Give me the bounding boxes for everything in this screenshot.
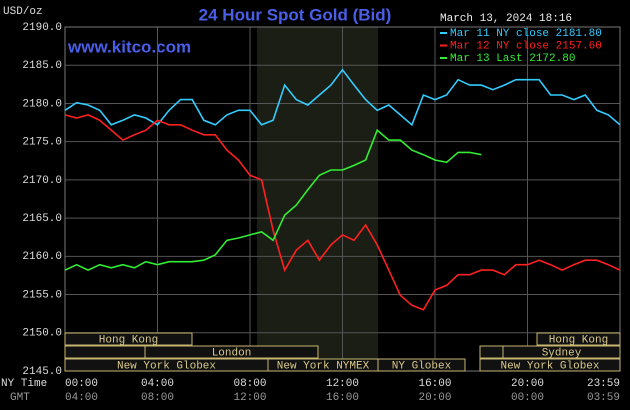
x2-tick-label: 12:00 — [233, 392, 266, 404]
session-label: Sydney — [542, 347, 582, 359]
y-tick-label: 2165.0 — [22, 213, 62, 225]
y-tick-label: 2145.0 — [22, 366, 62, 378]
x-tick-label: 00:00 — [65, 378, 98, 390]
session-bar — [536, 332, 621, 346]
session-label: Hong Kong — [99, 334, 158, 346]
legend-label: Mar 12 NY close 2157.60 — [450, 40, 602, 52]
y-tick-label: 2175.0 — [22, 137, 62, 149]
x2-axis-label: GMT — [10, 392, 30, 404]
y-tick-label: 2190.0 — [22, 22, 62, 34]
session-label: New York Globex — [500, 360, 599, 372]
session-bar — [64, 332, 193, 346]
x-tick-label: 23:59 — [587, 378, 620, 390]
nymex-shade — [257, 27, 378, 371]
y-tick-label: 2155.0 — [22, 289, 62, 301]
x2-tick-label: 20:00 — [418, 392, 451, 404]
session-bar — [144, 345, 319, 359]
timestamp: March 13, 2024 18:16 — [440, 13, 572, 25]
session-bar — [377, 358, 466, 372]
legend-label: Mar 11 NY close 2181.80 — [450, 28, 602, 40]
y-tick-label: 2185.0 — [22, 60, 62, 72]
series-line — [64, 68, 621, 127]
session-bar — [479, 358, 621, 372]
x-tick-label: 16:00 — [418, 378, 451, 390]
session-label: New York Globex — [117, 360, 216, 372]
unit-label: USD/oz — [3, 6, 43, 18]
session-bar — [479, 345, 504, 359]
y-tick-label: 2150.0 — [22, 328, 62, 340]
session-bar — [502, 345, 621, 359]
legend-label: Mar 13 Last 2172.80 — [450, 53, 575, 65]
x-axis-label: NY Time — [1, 378, 47, 390]
series-line — [64, 128, 482, 271]
x2-tick-label: 03:59 — [587, 392, 620, 404]
x2-tick-label: 00:00 — [511, 392, 544, 404]
session-label: London — [212, 347, 252, 359]
watermark: www.kitco.com — [67, 37, 191, 56]
session-label: New York NYMEX — [277, 360, 370, 372]
x2-tick-label: 04:00 — [65, 392, 98, 404]
session-bar — [64, 345, 146, 359]
x-tick-label: 12:00 — [326, 378, 359, 390]
x2-tick-label: 08:00 — [141, 392, 174, 404]
chart-title: 24 Hour Spot Gold (Bid) — [199, 5, 392, 24]
session-label: Hong Kong — [549, 334, 608, 346]
x-tick-label: 20:00 — [511, 378, 544, 390]
session-label: NY Globex — [392, 360, 452, 372]
x-tick-label: 04:00 — [141, 378, 174, 390]
series-line — [64, 114, 621, 311]
x-tick-label: 08:00 — [233, 378, 266, 390]
y-tick-label: 2180.0 — [22, 98, 62, 110]
x2-tick-label: 16:00 — [326, 392, 359, 404]
y-tick-label: 2160.0 — [22, 251, 62, 263]
y-tick-label: 2170.0 — [22, 175, 62, 187]
